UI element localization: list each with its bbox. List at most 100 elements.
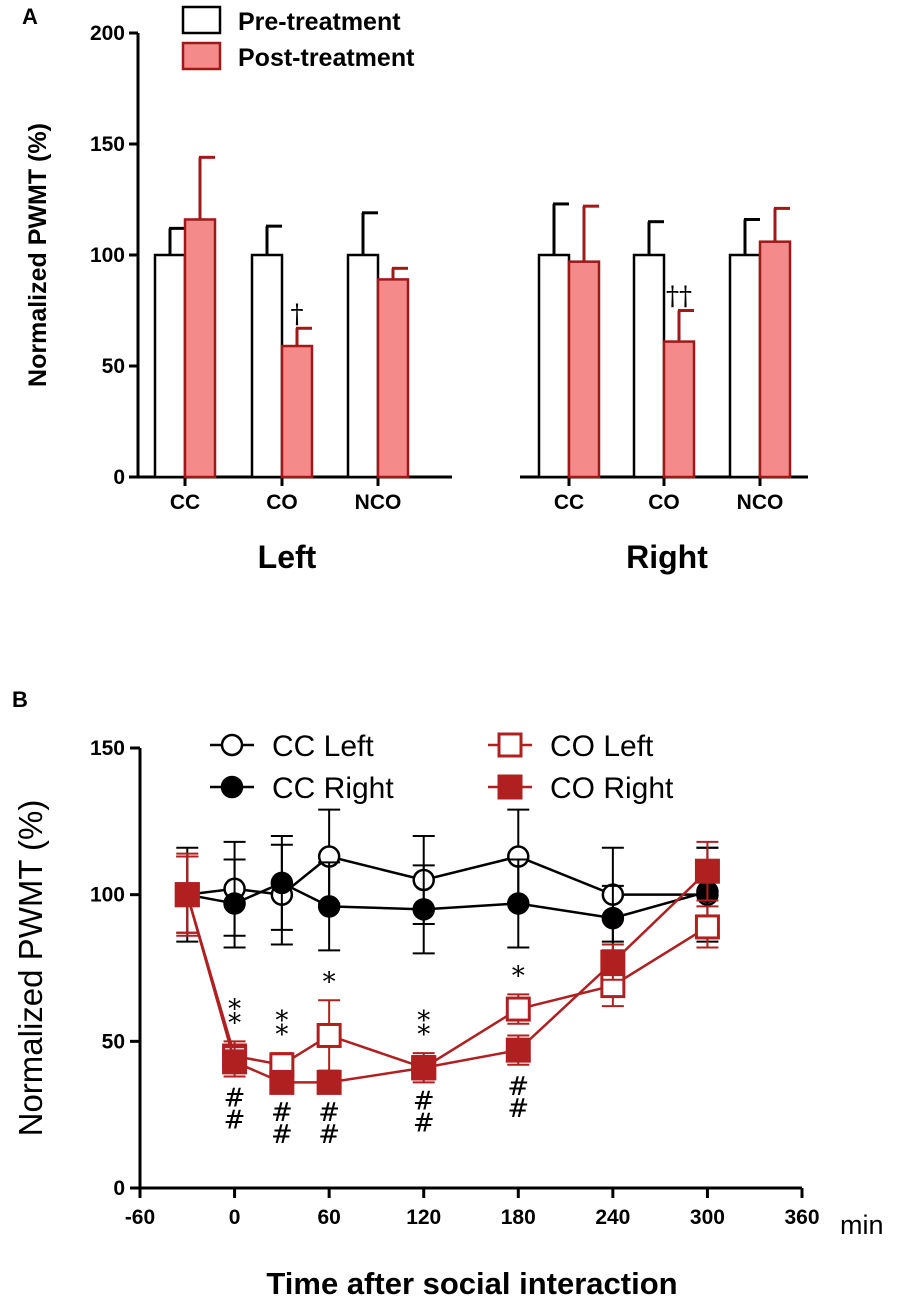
series-line [186,894,709,1070]
panel-a-significance-mark: †† [666,282,692,312]
panel-a-legend: Pre-treatment Post-treatment [181,5,415,72]
panel-b-x-tick-label: 0 [229,1206,241,1229]
panel-b-letter: B [12,687,28,712]
pre-treatment-bar [346,253,380,479]
panel-a-y-tick-label: 100 [90,244,125,267]
data-point [600,949,626,975]
legend-swatch-pre-treatment [181,5,222,35]
pre-treatment-bar [537,253,571,479]
data-point [412,898,435,921]
panel-b-x-tick-label: 120 [406,1206,441,1229]
pre-treatment-bar [728,253,762,479]
significance-asterisk: * [512,961,525,991]
data-point [269,1069,295,1095]
legend-label: CC Left [272,730,374,763]
panel-b-x-tick-label: 240 [595,1206,630,1229]
panel-a-y-tick-label: 200 [90,22,125,45]
legend-label: CC Right [272,772,394,805]
data-point [317,895,341,918]
panel-a-x-tick-label: CC [170,491,200,514]
panel-a-x-tick-label: CO [266,491,298,514]
panel-a-letter: A [22,4,38,29]
panel-a-axes: 0 50 100 150 200 CC CO NCO CC CO NCO [90,22,808,514]
significance-hash: # [413,1086,435,1116]
data-point [270,871,294,895]
group-label-left: Left [258,539,317,575]
pre-treatment-bar [632,253,666,479]
series-co-right [174,840,720,1095]
data-point [507,892,530,915]
significance-asterisk: * [417,1020,430,1050]
data-point [411,1055,437,1081]
post-treatment-bar [376,278,410,479]
panel-a-y-axis-label: Normalized PWMT (%) [24,123,52,387]
legend-marker [497,732,523,758]
panel-a-x-tick-label: CO [648,491,680,514]
panel-b-y-tick-label: 50 [102,1030,125,1053]
significance-hash: # [413,1108,435,1138]
data-point [601,906,625,930]
panel-a-y-tick-label: 150 [90,133,125,156]
significance-hash: # [271,1120,293,1150]
data-point [222,1049,248,1075]
panel-b-legend: CC Left CC Right CO Left CO Right [210,730,674,805]
post-treatment-bar [758,240,792,479]
data-point [174,882,200,908]
significance-asterisk: * [228,994,241,1024]
panel-b-x-tick-label: -60 [125,1206,155,1229]
significance-hash: # [224,1084,246,1114]
significance-asterisk: * [417,1006,430,1036]
significance-asterisk: * [323,967,336,997]
pre-treatment-bar [250,253,284,479]
significance-hash: # [224,1106,246,1136]
panel-b-series [174,808,720,1095]
group-label-right: Right [626,539,708,575]
post-treatment-bar [280,344,314,479]
data-point [505,996,531,1022]
panel-b-x-tick-label: 60 [317,1206,340,1229]
panel-b-annotations: ** ******## ######## [224,961,530,1150]
significance-asterisk: * [275,1020,288,1050]
panel-a-x-tick-label: NCO [737,491,784,514]
panel-a-significance-mark: † [291,299,304,329]
legend-marker [220,733,244,757]
data-point [694,914,720,940]
data-point [316,1022,342,1048]
data-point [316,1069,342,1095]
significance-asterisk: * [228,1008,241,1038]
legend-label-pre-treatment: Pre-treatment [238,8,401,36]
pre-treatment-bar [153,253,187,479]
panel-a-y-tick-label: 0 [113,466,125,489]
panel-b-x-tick-label: 180 [501,1206,536,1229]
significance-asterisk: * [275,1006,288,1036]
data-point [223,892,246,915]
panel-b-x-tick-label: 360 [784,1206,819,1229]
panel-b-x-unit: min [840,1210,884,1240]
significance-hash: # [271,1098,293,1128]
panel-b-y-tick-label: 100 [90,884,125,907]
data-point [505,1037,531,1063]
legend-marker [220,775,244,799]
panel-b-y-tick-label: 0 [113,1177,125,1200]
legend-label: CO Left [550,730,654,763]
panel-a-y-tick-label: 50 [102,355,125,378]
series-cc-left [176,808,719,946]
post-treatment-bar [662,340,696,479]
significance-hash: # [318,1120,340,1150]
significance-hash: # [507,1094,529,1124]
panel-a-bar-chart: A Normalized PWMT (%) 0 50 100 150 200 CC CO NC… [22,4,808,575]
post-treatment-bar [567,260,601,479]
legend-marker [497,774,523,800]
post-treatment-bar [183,218,217,479]
legend-label: CO Right [550,772,674,805]
significance-hash: # [318,1098,340,1128]
panel-a-x-tick-label: CC [554,491,584,514]
data-point [694,858,720,884]
panel-a-bars: ††† [153,155,792,479]
series-line [187,881,708,920]
panel-b-y-tick-label: 150 [90,737,125,760]
panel-b-x-axis-label: Time after social interaction [266,1266,677,1300]
panel-b-y-axis-label: Normalized PWMT (%) [12,800,49,1137]
